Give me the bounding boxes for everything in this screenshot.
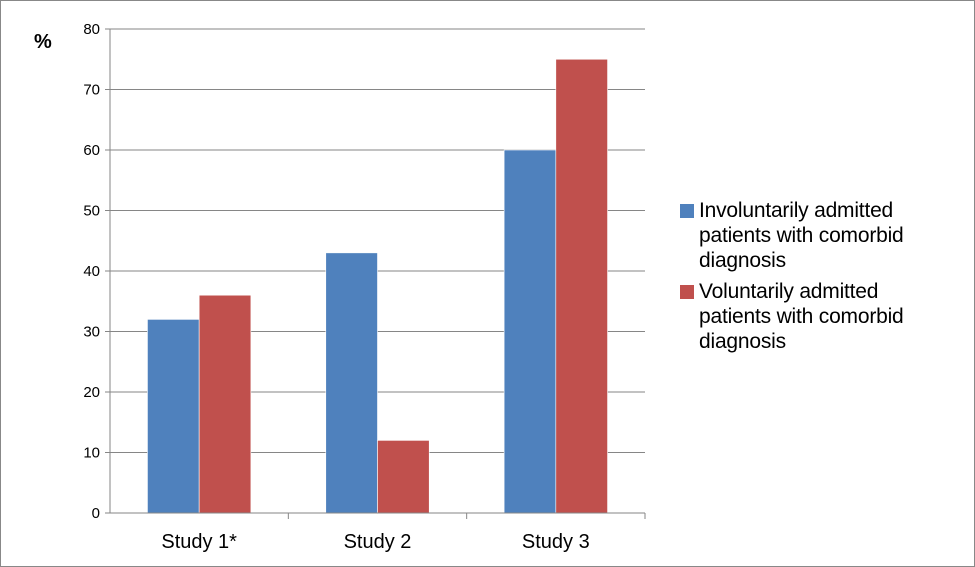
y-tick-label: 20 [83,384,100,401]
legend-label-line: diagnosis [699,330,786,353]
x-category-label: Study 2 [344,531,412,553]
y-axis-unit-label: % [34,31,52,53]
x-category-label: Study 1* [161,531,237,553]
legend-label-line: diagnosis [699,249,786,272]
legend-item-voluntary: Voluntarily admitted patients with comorb… [680,279,970,354]
y-tick-label: 80 [83,21,100,38]
x-category-label: Study 3 [522,531,590,553]
y-tick-label: 70 [83,82,100,99]
legend-item-involuntary: Involuntarily admitted patients with como… [680,198,970,273]
bar-voluntary-1 [198,294,252,514]
legend-label-line: Voluntarily admitted [699,280,879,303]
bar-involuntary-3 [503,149,557,514]
tick-labels: 0 10 20 30 40 50 60 70 80 Study 1* Study 2 Study 3 [83,21,589,553]
bar-voluntary-3 [555,58,608,514]
legend-label: Voluntarily admitted patients with comorb… [699,279,904,354]
y-tick-label: 50 [83,203,100,220]
legend-swatch [680,285,694,299]
legend-label: Involuntarily admitted patients with como… [699,198,904,273]
legend-label-line: patients with comorbid [699,224,904,247]
legend-label-line: patients with comorbid [699,305,904,328]
y-tick-label: 60 [83,142,100,159]
y-tick-label: 30 [83,324,100,341]
bar-involuntary-1 [147,319,200,514]
legend-swatch [680,204,694,218]
bar-voluntary-2 [377,440,430,514]
bar-involuntary-2 [325,252,378,514]
axes [105,28,646,519]
bars [147,58,608,514]
y-tick-label: 40 [83,263,100,280]
legend: Involuntarily admitted patients with como… [680,198,970,360]
y-tick-label: 10 [83,445,100,462]
y-tick-label: 0 [92,505,100,522]
legend-label-line: Involuntarily admitted [699,199,894,222]
